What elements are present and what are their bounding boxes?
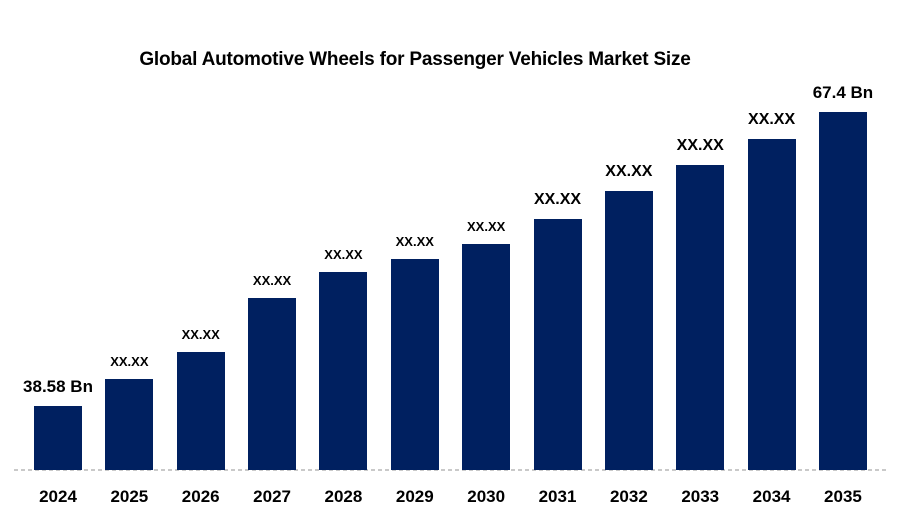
bar-2032 [604,191,653,470]
bar-2030 [462,244,511,470]
x-axis-label-2025: 2025 [110,487,149,506]
bar-2029 [390,259,439,470]
bar-value-label: XX.XX [395,234,434,249]
bar-group-2025: XX.XX 2025 [105,354,154,506]
x-axis-label-2032: 2032 [609,487,648,506]
bar-value-label: XX.XX [748,111,796,128]
bar-2035 [818,112,867,470]
bar-value-label: XX.XX [467,219,506,234]
bar-value-label: XX.XX [252,273,292,288]
bar-2031 [533,219,582,470]
bar-group-2024: 38.58 Bn 2024 [23,378,93,506]
plot-area: 38.58 Bn 2024 XX.XX 2025 XX.XX 2026 XX.X… [23,50,873,506]
bar-value-label: 67.4 Bn [812,83,874,102]
x-axis-label-2030: 2030 [467,487,506,506]
bar-value-label: XX.XX [324,247,363,262]
bar-group-2033: XX.XX 2033 [676,137,725,506]
bar-group-2028: XX.XX 2028 [319,247,368,506]
bar-group-2034: XX.XX 2034 [747,111,796,506]
x-axis-label-2028: 2028 [324,487,363,506]
bar-2026 [176,352,225,470]
bar-2027 [248,298,297,470]
bar-value-label: XX.XX [676,137,724,154]
x-axis-label-2034: 2034 [752,487,791,506]
x-axis-line [14,469,886,471]
x-axis-label-2035: 2035 [824,487,862,506]
bar-2028 [319,272,368,470]
bar-2024 [34,406,82,470]
x-axis-label-2024: 2024 [39,487,77,506]
bar-2025 [105,379,154,470]
bar-value-label: XX.XX [533,191,582,208]
bar-value-label: XX.XX [181,327,220,342]
bar-group-2030: XX.XX 2030 [462,219,511,506]
x-axis-label-2027: 2027 [253,487,291,506]
bar-2033 [676,165,725,470]
bar-group-2032: XX.XX 2032 [604,163,653,506]
bar-group-2029: XX.XX 2029 [390,234,439,506]
bar-value-label: XX.XX [110,354,149,369]
bar-group-2031: XX.XX 2031 [533,191,582,506]
bar-value-label: 38.58 Bn [23,377,93,396]
x-axis-label-2026: 2026 [181,487,220,506]
bar-value-label: XX.XX [605,163,653,180]
chart-title: Global Automotive Wheels for Passenger V… [139,49,691,70]
x-axis-label-2033: 2033 [681,487,720,506]
x-axis-label-2031: 2031 [538,487,577,506]
bar-group-2035: 67.4 Bn 2035 [813,84,873,506]
bar-2034 [747,139,796,470]
x-axis-label-2029: 2029 [395,487,434,506]
bar-group-2026: XX.XX 2026 [176,327,225,506]
bar-group-2027: XX.XX 2027 [248,273,297,506]
